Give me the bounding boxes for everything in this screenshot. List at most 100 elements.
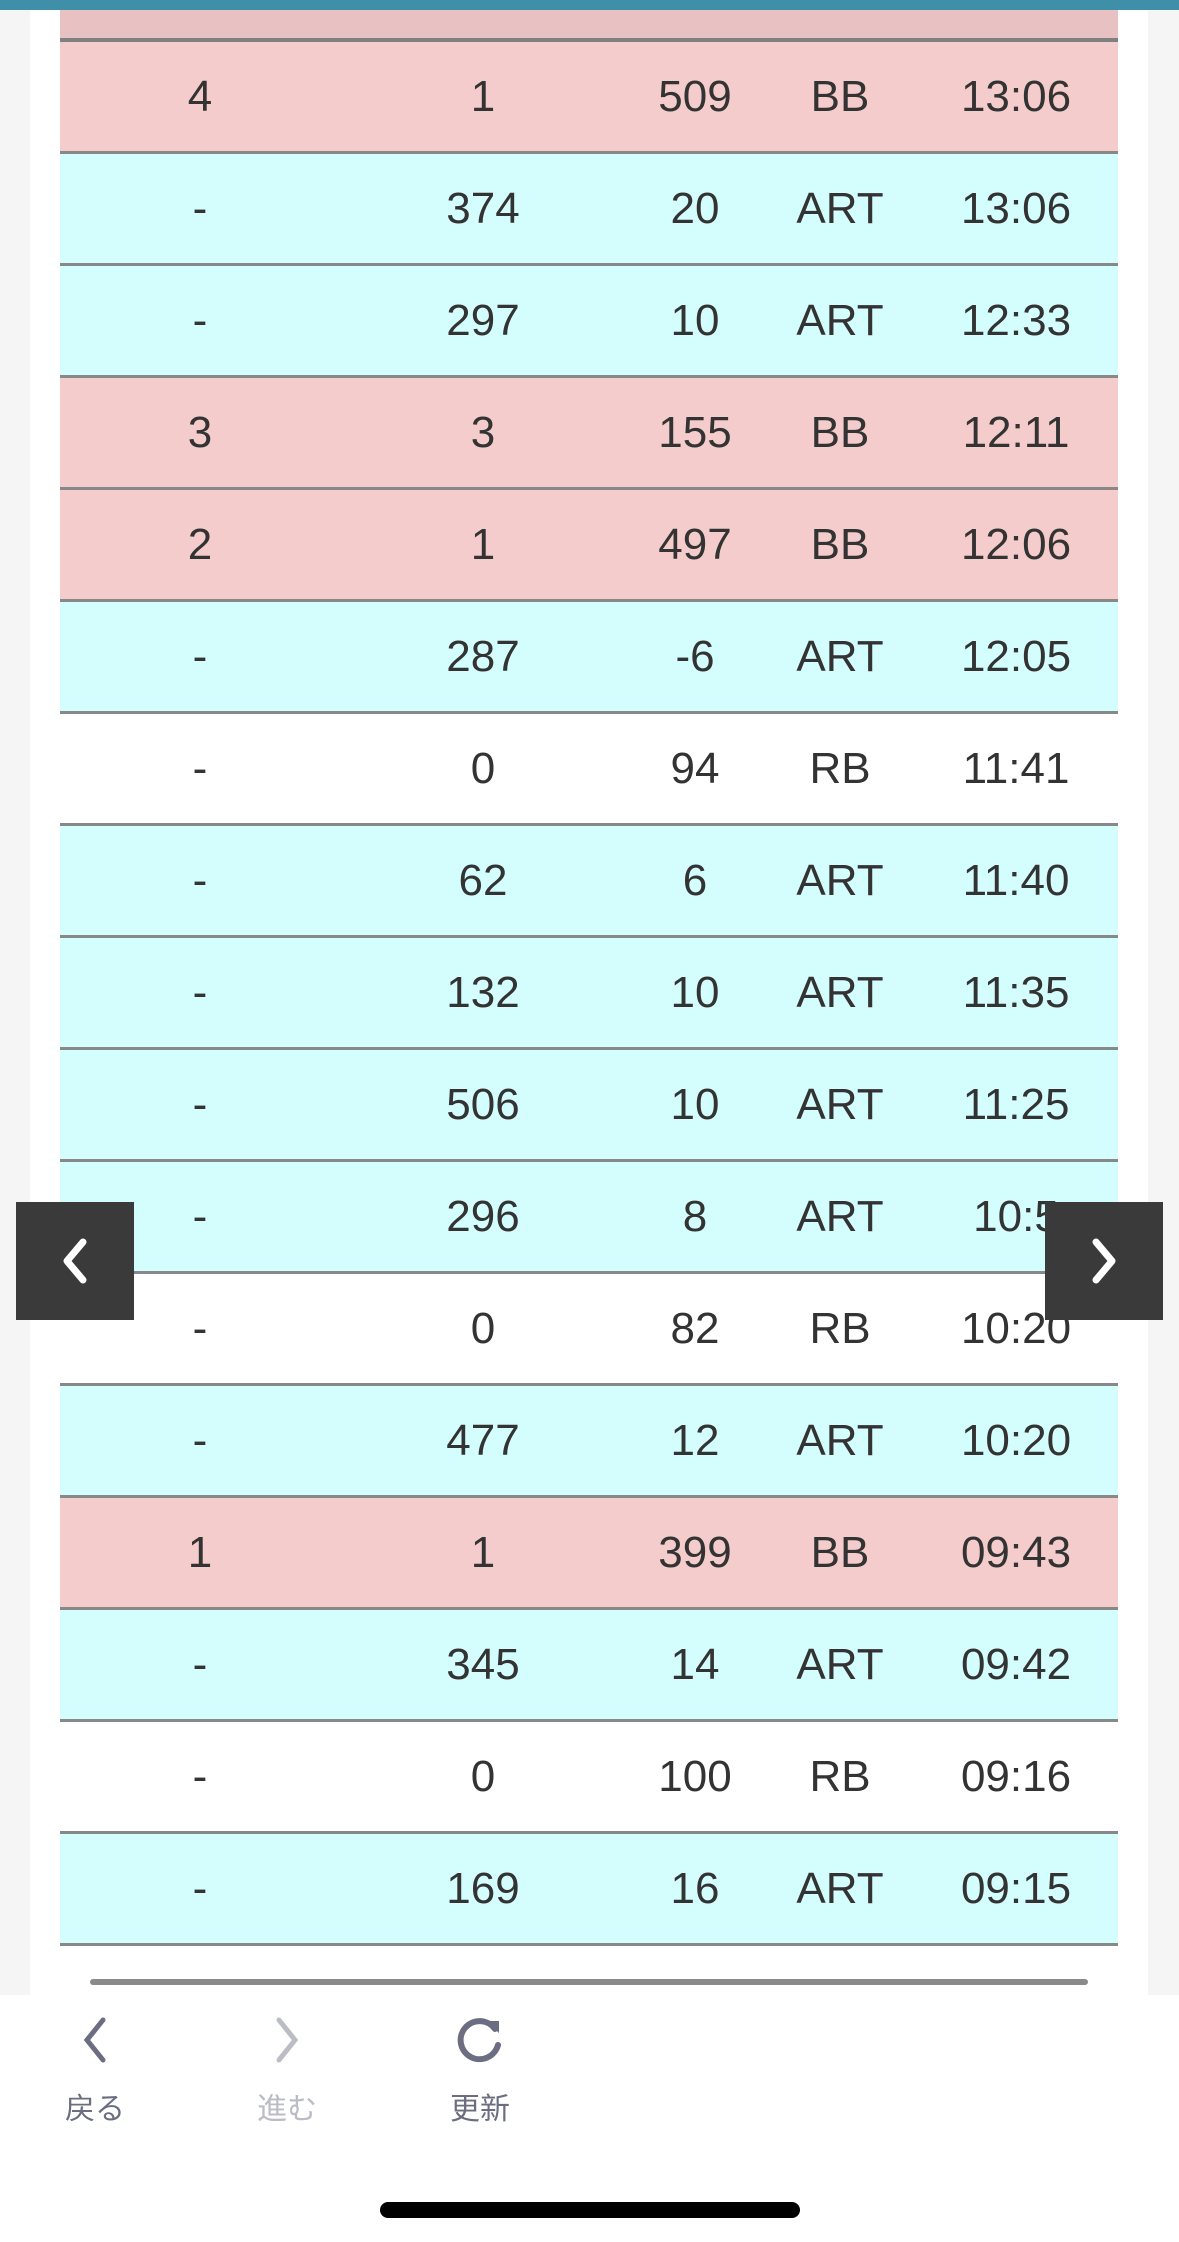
table-row: - 477 12 ART 10:20	[60, 1386, 1118, 1498]
table-cell: -	[192, 1415, 208, 1465]
table-cell: 09:42	[960, 1639, 1072, 1689]
table-cell: 345	[446, 1639, 520, 1689]
table-cell: 3	[187, 407, 213, 457]
table-row: - 287 -6 ART 12:05	[60, 602, 1118, 714]
table-cell: 0	[470, 743, 496, 793]
table-cell: 0	[470, 1751, 496, 1801]
table-cell: ART	[796, 1415, 884, 1465]
table-cell: 13:06	[960, 71, 1072, 121]
table-cell: 09:43	[960, 1527, 1072, 1577]
table-cell: 13:06	[960, 183, 1072, 233]
table-cell: 287	[446, 631, 520, 681]
forward-label: 進む	[257, 2093, 317, 2126]
table-cell: 12:06	[960, 519, 1072, 569]
table-cell: ART	[796, 183, 884, 233]
table-cell: -	[192, 295, 208, 345]
table-cell: 82	[670, 1303, 720, 1353]
table-cell: 509	[658, 71, 732, 121]
table-cell: 12:05	[960, 631, 1072, 681]
table-cell: ART	[796, 295, 884, 345]
table-cell: 1	[470, 519, 496, 569]
back-label: 戻る	[65, 2093, 125, 2126]
table-cell: 169	[446, 1863, 520, 1913]
table-cell: 1	[470, 71, 496, 121]
horizontal-scrollbar[interactable]	[90, 1979, 1088, 1985]
table-cell: -	[192, 743, 208, 793]
reload-label: 更新	[450, 2093, 510, 2126]
table-cell: 1	[187, 1527, 213, 1577]
table-cell: 12:11	[962, 407, 1070, 457]
table-row: - 296 8 ART 10:5	[60, 1162, 1118, 1274]
table-cell: 10:5	[973, 1191, 1059, 1241]
table-cell: 12	[670, 1415, 720, 1465]
table-row: - 0 100 RB 09:16	[60, 1722, 1118, 1834]
table-cell: 10	[670, 1079, 720, 1129]
table-cell: 3	[470, 407, 496, 457]
table-row: 1 1 399 BB 09:43	[60, 1498, 1118, 1610]
history-table: 4 1 509 BB 13:06-374 20 ART 13:06-297 10 ART 12:33…	[60, 10, 1118, 1946]
table-cell: 100	[658, 1751, 732, 1801]
table-cell: -	[192, 1863, 208, 1913]
chevron-left-icon	[63, 1238, 87, 1284]
next-slide-button[interactable]	[1045, 1202, 1163, 1320]
table-cell: 2	[187, 519, 213, 569]
table-cell: 1	[470, 1527, 496, 1577]
table-cell: 09:15	[960, 1863, 1072, 1913]
prev-slide-button[interactable]	[16, 1202, 134, 1320]
table-cell: -6	[675, 631, 715, 681]
table-cell: 506	[446, 1079, 520, 1129]
forward-button[interactable]: 進む	[237, 2015, 337, 2128]
table-cell: 20	[670, 183, 720, 233]
table-cell: 477	[446, 1415, 520, 1465]
table-cell: RB	[809, 1751, 871, 1801]
table-cell: 11:25	[962, 1079, 1070, 1129]
table-cell: 12:33	[960, 295, 1072, 345]
table-cell: -	[192, 1751, 208, 1801]
reload-icon	[457, 2018, 501, 2063]
table-cell: 09:16	[960, 1751, 1072, 1801]
table-row: 3 3 155 BB 12:11	[60, 378, 1118, 490]
table-row: - 297 10 ART 12:33	[60, 266, 1118, 378]
table-cell: RB	[809, 743, 871, 793]
table-cell: ART	[796, 1079, 884, 1129]
table-cell: ART	[796, 855, 884, 905]
table-cell: 94	[670, 743, 720, 793]
table-row: - 62 6 ART 11:40	[60, 826, 1118, 938]
table-cell: 296	[446, 1191, 520, 1241]
table-row: - 169 16 ART 09:15	[60, 1834, 1118, 1946]
table-cell: 374	[446, 183, 520, 233]
reload-button[interactable]: 更新	[430, 2015, 530, 2128]
back-chevron-icon	[83, 2017, 106, 2063]
table-cell: BB	[810, 407, 870, 457]
table-cell: 4	[187, 71, 213, 121]
table-cell: 297	[446, 295, 520, 345]
table-cell: 497	[658, 519, 732, 569]
table-cell: 62	[458, 855, 508, 905]
table-row: 4 1 509 BB 13:06	[60, 42, 1118, 154]
table-cell: 10:20	[960, 1415, 1072, 1465]
table-cell: 10	[670, 295, 720, 345]
table-cell: 6	[682, 855, 708, 905]
table-cell: -	[192, 1639, 208, 1689]
table-cell: BB	[810, 519, 870, 569]
forward-chevron-icon	[276, 2017, 299, 2063]
table-row: - 506 10 ART 11:25	[60, 1050, 1118, 1162]
table-row: 2 1 497 BB 12:06	[60, 490, 1118, 602]
table-cell: 399	[658, 1527, 732, 1577]
table-cell: ART	[796, 1639, 884, 1689]
table-cell: 11:40	[962, 855, 1070, 905]
table-cell: BB	[810, 1527, 870, 1577]
table-row: - 374 20 ART 13:06	[60, 154, 1118, 266]
partial-row	[60, 10, 1118, 42]
top-bar	[0, 0, 1179, 10]
back-button[interactable]: 戻る	[45, 2015, 145, 2128]
table-cell: -	[192, 631, 208, 681]
table-row: - 345 14 ART 09:42	[60, 1610, 1118, 1722]
table-cell: ART	[796, 1863, 884, 1913]
table-cell: 11:41	[962, 743, 1070, 793]
table-cell: ART	[796, 967, 884, 1017]
browser-toolbar: 戻る 進む 更新	[0, 1995, 1179, 2242]
table-row: -0 82 RB 10:20	[60, 1274, 1118, 1386]
table-cell: ART	[796, 631, 884, 681]
table-cell: -	[192, 1303, 208, 1353]
